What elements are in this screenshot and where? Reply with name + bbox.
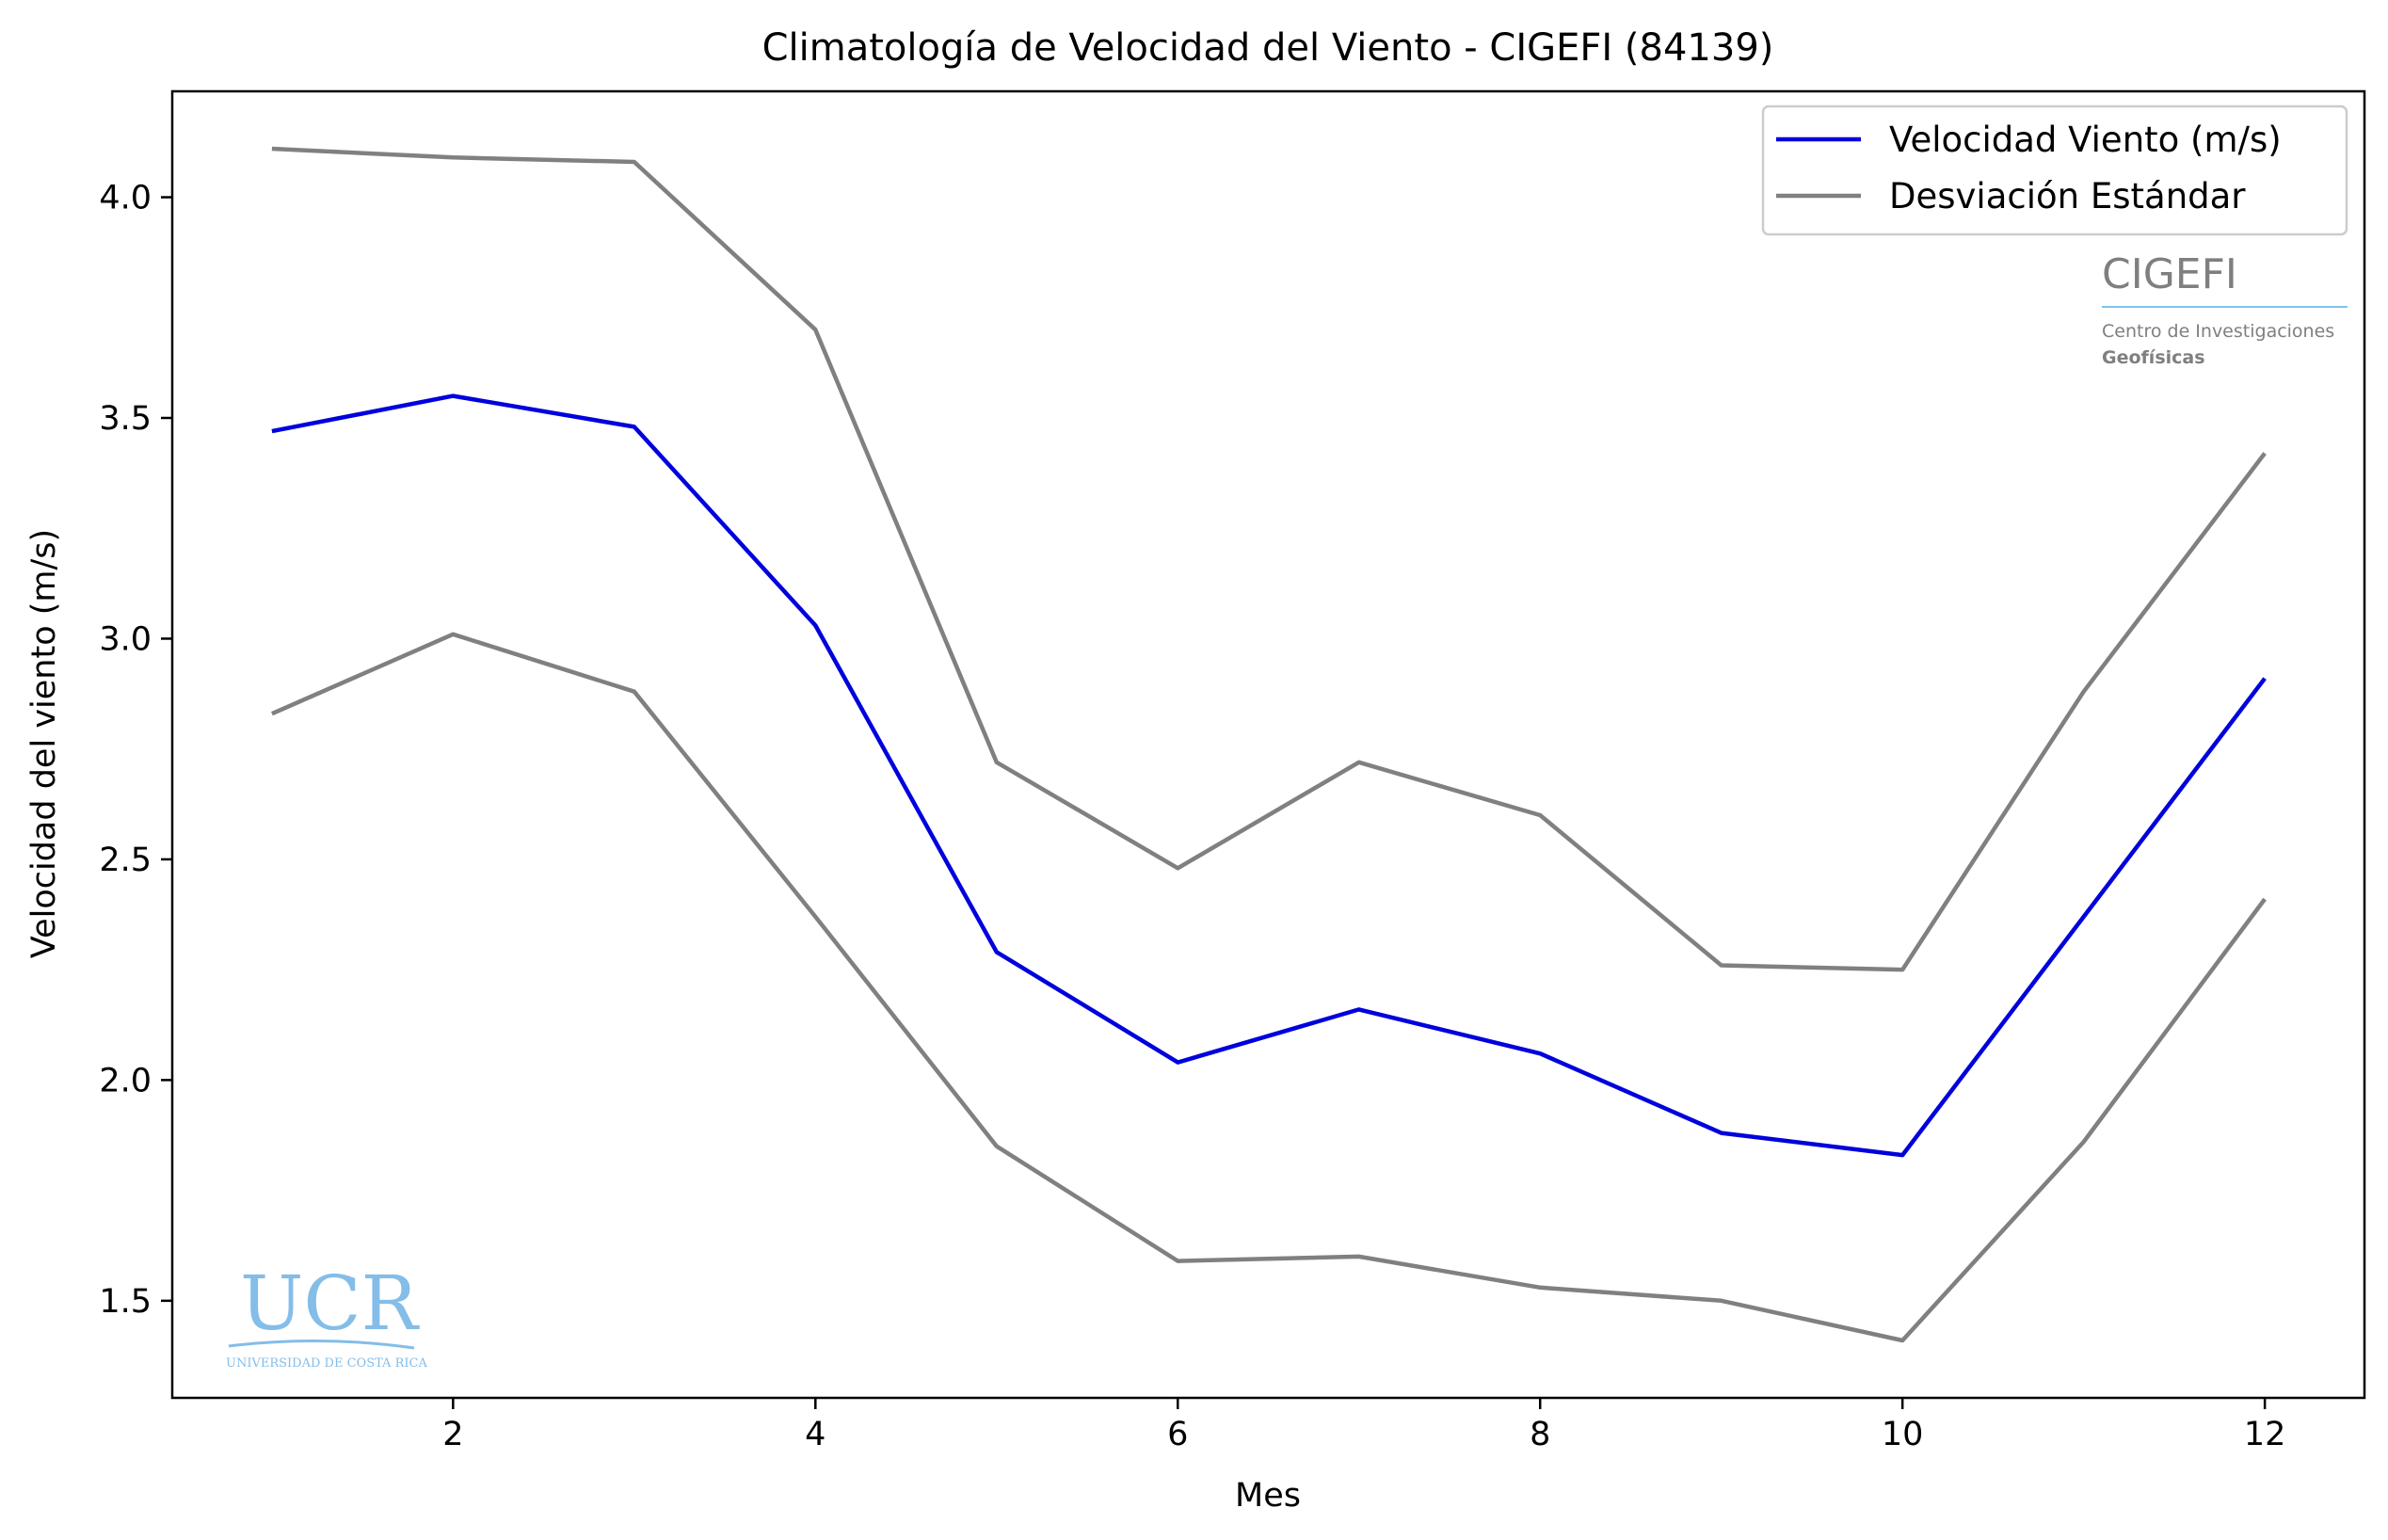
- x-tick-label: 8: [1530, 1416, 1550, 1453]
- x-axis: 2 4 6 8 10 12: [442, 1398, 2285, 1453]
- legend-box: [1761, 104, 2348, 236]
- cigefi-logo: CIGEFI Centro de Investigaciones Geofísi…: [2102, 250, 2348, 368]
- x-axis-label: Mes: [1235, 1477, 1301, 1515]
- series-line-wind-speed: [271, 393, 2267, 1158]
- ucr-logo-name: UCR: [240, 1259, 421, 1347]
- y-tick-label: 3.0: [99, 620, 152, 658]
- plot-frame: [170, 89, 2366, 1400]
- cigefi-logo-line2: Geofísicas: [2102, 347, 2205, 368]
- x-tick-label: 12: [2244, 1416, 2286, 1453]
- y-tick-label: 2.5: [99, 842, 152, 879]
- x-tick-label: 2: [442, 1416, 463, 1453]
- ucr-logo-swoosh: [228, 1339, 415, 1350]
- x-tick-label: 10: [1882, 1416, 1924, 1453]
- series-layer: [270, 146, 2267, 1343]
- plot-area: [170, 89, 2366, 1400]
- legend: Velocidad Viento (m/s) Desviación Estánd…: [1761, 104, 2348, 236]
- chart-title: Climatología de Velocidad del Viento - C…: [762, 26, 1774, 70]
- ucr-logo-subtitle: UNIVERSIDAD DE COSTA RICA: [226, 1356, 427, 1371]
- y-axis-label: Velocidad del viento (m/s): [25, 529, 63, 958]
- y-axis: 1.5 2.0 2.5 3.0 3.5 4.0: [99, 180, 172, 1321]
- legend-label-std-dev: Desviación Estándar: [1889, 176, 2246, 217]
- x-tick-label: 6: [1167, 1416, 1188, 1453]
- y-tick-label: 3.5: [99, 400, 152, 438]
- series-line-std-dev-upper: [271, 146, 2267, 972]
- y-tick-label: 2.0: [99, 1062, 152, 1099]
- y-tick-label: 4.0: [99, 180, 152, 217]
- legend-label-wind-speed: Velocidad Viento (m/s): [1889, 120, 2282, 160]
- cigefi-logo-line1: Centro de Investigaciones: [2102, 321, 2334, 342]
- y-tick-label: 1.5: [99, 1283, 152, 1321]
- x-tick-label: 4: [805, 1416, 825, 1453]
- ucr-logo: UCR UNIVERSIDAD DE COSTA RICA: [226, 1259, 427, 1371]
- series-line-std-dev-lower: [270, 632, 2267, 1343]
- cigefi-logo-name: CIGEFI: [2102, 250, 2237, 298]
